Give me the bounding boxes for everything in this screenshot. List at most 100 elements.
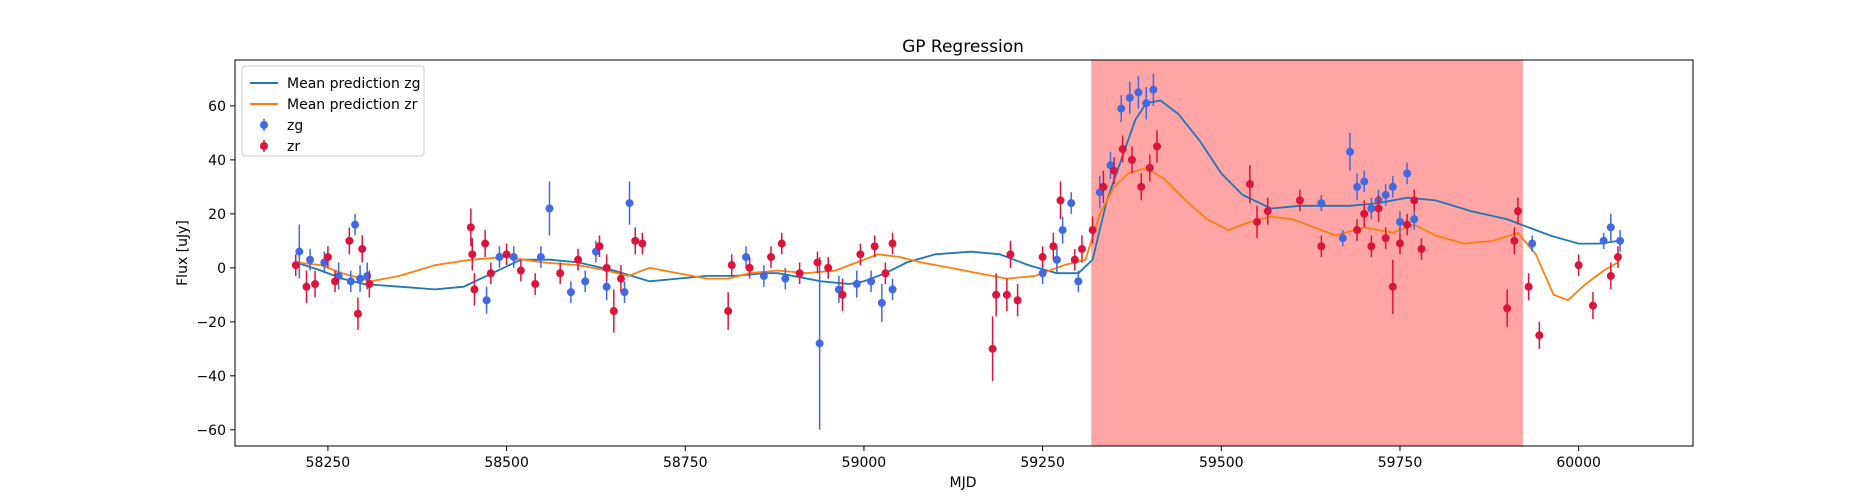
- data-point: [581, 277, 590, 286]
- y-tick-label: 20: [208, 207, 226, 223]
- data-point: [777, 239, 786, 248]
- data-point: [306, 255, 315, 264]
- data-point: [470, 285, 479, 294]
- chart-title: GP Regression: [902, 37, 1024, 57]
- data-point: [1403, 220, 1412, 229]
- data-point: [1388, 182, 1397, 191]
- data-point: [482, 296, 491, 305]
- data-point: [1049, 242, 1058, 251]
- data-point: [638, 239, 647, 248]
- data-point: [358, 244, 367, 253]
- data-point: [1002, 290, 1011, 299]
- data-point: [323, 253, 332, 262]
- data-point: [1142, 99, 1151, 108]
- data-point: [1524, 282, 1533, 291]
- data-point: [1510, 236, 1519, 245]
- data-point: [759, 271, 768, 280]
- legend-point-swatch: [260, 121, 268, 129]
- y-tick-label: 40: [208, 153, 226, 169]
- data-point: [295, 247, 304, 256]
- data-point: [566, 288, 575, 297]
- data-point: [1606, 271, 1615, 280]
- data-point: [1149, 85, 1158, 94]
- data-point: [881, 269, 890, 278]
- data-point: [1038, 253, 1047, 262]
- y-tick-label: 60: [208, 99, 226, 115]
- data-point: [1070, 255, 1079, 264]
- data-point: [351, 220, 360, 229]
- data-point: [727, 261, 736, 270]
- data-point: [1403, 169, 1412, 178]
- data-point: [1417, 244, 1426, 253]
- data-point: [1353, 182, 1362, 191]
- data-point: [1410, 215, 1419, 224]
- data-point: [302, 282, 311, 291]
- data-point: [1077, 244, 1086, 253]
- y-axis-label: Flux [uJy]: [175, 220, 191, 286]
- data-point: [1616, 236, 1625, 245]
- data-point: [1360, 177, 1369, 186]
- data-point: [1381, 234, 1390, 243]
- data-point: [495, 253, 504, 262]
- data-point: [602, 282, 611, 291]
- data-point: [1088, 226, 1097, 235]
- legend-label: Mean prediction zr: [287, 97, 418, 113]
- data-point: [1317, 199, 1326, 208]
- series-zr: [291, 130, 1622, 382]
- mean-prediction-line-zg: [295, 99, 1619, 291]
- data-point: [1099, 182, 1108, 191]
- data-point: [888, 285, 897, 294]
- data-point: [536, 253, 545, 262]
- data-point: [742, 253, 751, 262]
- y-axis: −60 −40 −20 0 20 40 60: [196, 99, 235, 439]
- data-point: [574, 255, 583, 264]
- legend: Mean prediction zg Mean prediction zr zg zr: [241, 65, 425, 157]
- legend-point-swatch: [260, 142, 268, 150]
- data-point: [1253, 217, 1262, 226]
- y-tick-label: −20: [196, 315, 226, 331]
- data-point: [1374, 204, 1383, 213]
- data-point: [745, 263, 754, 272]
- data-point: [311, 280, 320, 289]
- data-point: [1038, 269, 1047, 278]
- data-point: [1295, 196, 1304, 205]
- data-point: [346, 277, 355, 286]
- x-axis: 58250 58500 58750 59000 59250 59500 59750 60000: [306, 446, 1601, 471]
- data-point: [877, 298, 886, 307]
- data-point: [767, 253, 776, 262]
- data-point: [486, 269, 495, 278]
- data-point: [1245, 180, 1254, 189]
- data-point: [1117, 104, 1126, 113]
- data-point: [1058, 226, 1067, 235]
- data-point: [1345, 147, 1354, 156]
- highlight-span-layer: [1091, 60, 1523, 446]
- data-point: [620, 288, 629, 297]
- data-point: [1574, 261, 1583, 270]
- data-point: [1134, 88, 1143, 97]
- data-point: [824, 263, 833, 272]
- data-point: [870, 242, 879, 251]
- x-tick-label: 58250: [306, 455, 351, 471]
- legend-label: zg: [287, 118, 303, 134]
- data-point: [1599, 236, 1608, 245]
- data-point: [1528, 239, 1537, 248]
- data-point: [1588, 301, 1597, 310]
- series-zg: [295, 73, 1625, 430]
- data-point: [1056, 196, 1065, 205]
- data-point: [1118, 145, 1127, 154]
- data-point: [502, 250, 511, 259]
- data-point: [813, 258, 822, 267]
- data-point: [1263, 207, 1272, 216]
- data-point: [1074, 277, 1083, 286]
- data-point: [795, 269, 804, 278]
- data-point: [481, 239, 490, 248]
- x-tick-label: 58750: [663, 455, 708, 471]
- data-point: [724, 307, 733, 316]
- data-point: [1338, 234, 1347, 243]
- data-point: [556, 269, 565, 278]
- data-point: [1367, 242, 1376, 251]
- data-point: [856, 250, 865, 259]
- data-point: [867, 277, 876, 286]
- data-point: [1137, 182, 1146, 191]
